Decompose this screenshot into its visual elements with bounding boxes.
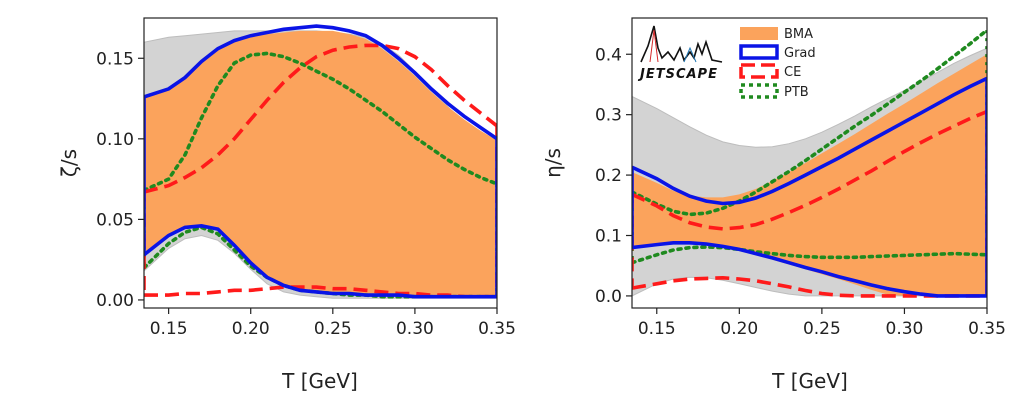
x-tick-label: 0.20 xyxy=(232,319,270,339)
x-tick-label: 0.15 xyxy=(150,319,188,339)
y-tick-label: 0.4 xyxy=(595,45,622,65)
legend-ptb-label: PTB xyxy=(784,85,809,100)
grad-lower-line xyxy=(144,223,497,299)
logo-jet-lines xyxy=(640,25,723,63)
left-y-axis-label: ζ/s xyxy=(57,149,81,177)
x-tick-label: 0.15 xyxy=(638,319,676,339)
legend-bma-swatch xyxy=(740,27,778,40)
left-x-axis-label: T [GeV] xyxy=(281,369,358,393)
right-x-axis-label: T [GeV] xyxy=(771,369,848,393)
bma-band xyxy=(632,54,987,296)
left-plot-frame xyxy=(143,17,498,309)
x-tick-label: 0.25 xyxy=(803,319,841,339)
ce-upper-line xyxy=(144,43,497,194)
grad-upper-line xyxy=(632,76,987,206)
logo-red-line xyxy=(649,29,659,63)
y-tick-label: 0.2 xyxy=(595,166,622,186)
eta-s-panel: 0.15 0.20 0.25 0.30 0.35 0.0 0.1 0.2 0.3 0.4 T [… xyxy=(541,17,1006,393)
y-tick-label: 0.00 xyxy=(96,291,134,311)
zeta-s-panel: 0.15 0.20 0.25 0.30 0.35 0.00 0.05 0.10 0.15 T … xyxy=(57,17,516,393)
legend: BMA Grad CE PTB xyxy=(739,27,816,100)
grad-lower-line xyxy=(632,241,987,298)
x-tick-label: 0.35 xyxy=(968,319,1006,339)
y-tick-label: 0.3 xyxy=(595,106,622,126)
ptb-lower-line xyxy=(632,245,987,265)
y-tick-label: 0.15 xyxy=(96,49,134,69)
legend-ce-swatch xyxy=(739,63,779,79)
legend-ptb-swatch xyxy=(739,83,779,99)
right-plot-frame xyxy=(631,17,988,309)
legend-ce-label: CE xyxy=(784,65,801,80)
x-tick-label: 0.30 xyxy=(886,319,924,339)
bma-band xyxy=(144,30,497,297)
logo-text: JETSCAPE xyxy=(637,67,718,82)
y-tick-label: 0.10 xyxy=(96,130,134,150)
x-tick-label: 0.25 xyxy=(314,319,352,339)
legend-grad-swatch xyxy=(739,44,779,60)
x-tick-label: 0.35 xyxy=(478,319,516,339)
jetscape-logo: JETSCAPE xyxy=(637,25,723,82)
y-tick-label: 0.05 xyxy=(96,210,134,230)
logo-blue-line xyxy=(683,46,697,63)
y-tick-label: 0.0 xyxy=(595,287,622,307)
ce-upper-line xyxy=(632,109,987,231)
y-tick-label: 0.1 xyxy=(595,227,622,247)
legend-grad-label: Grad xyxy=(784,46,816,61)
x-tick-label: 0.30 xyxy=(396,319,434,339)
legend-bma-label: BMA xyxy=(784,27,813,42)
x-tick-label: 0.20 xyxy=(720,319,758,339)
ptb-upper-line xyxy=(632,28,987,217)
right-y-axis-label: η/s xyxy=(541,148,565,178)
ptb-upper-line xyxy=(144,51,497,193)
grad-upper-line xyxy=(144,24,497,141)
